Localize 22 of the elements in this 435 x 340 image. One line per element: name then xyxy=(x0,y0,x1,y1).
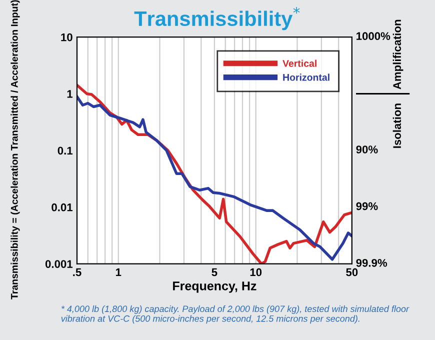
text: Isolation xyxy=(392,104,402,148)
x-axis-title: Frequency, Hz xyxy=(173,282,256,293)
text: 99% xyxy=(356,202,378,210)
y-tick-label: 0.01 xyxy=(52,203,73,212)
text: Horizontal xyxy=(283,74,330,81)
x-tick-label: 1 xyxy=(116,268,122,276)
y-tick-label: 0.1 xyxy=(58,146,73,155)
x-tick-label: 10 xyxy=(250,268,262,276)
y-tick-label: 10 xyxy=(61,33,72,42)
x-tick-label: 50 xyxy=(346,268,358,276)
text: 90% xyxy=(356,146,378,154)
y-axis-title: Transmissibility = (Acceleration Transmitted / Acceleration Input) xyxy=(10,0,20,300)
x-tick-label: .5 xyxy=(73,268,82,276)
y2-axis-title: Amplification xyxy=(392,20,404,90)
y-tick-label: 1 xyxy=(67,90,73,98)
text: Vertical xyxy=(282,60,316,67)
text: 99.9% xyxy=(356,258,388,267)
y-tick-label: 0.001 xyxy=(45,260,73,268)
text: 1000% xyxy=(356,32,390,40)
text: * 4,000 lb (1,800 kg) capacity. Payload of 2,000 lbs (907 kg), tested with simulated floor vibration at VC-C (500 micro-inches per second, 12.5 microns per second). xyxy=(61,305,410,324)
x-tick-label: 5 xyxy=(212,268,218,276)
chart-title: Transmissibility$^{*}$ xyxy=(134,7,300,30)
